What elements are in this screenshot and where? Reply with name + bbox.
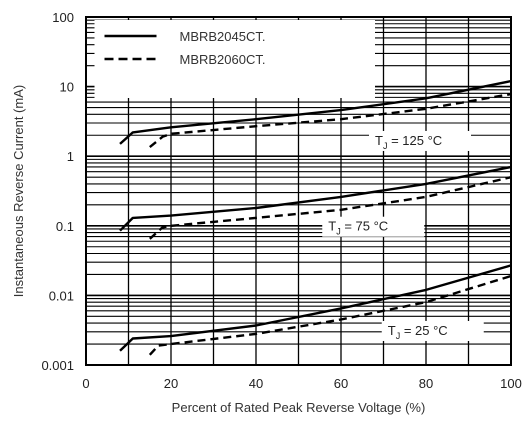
y-tick-label: 0.1 <box>56 219 74 234</box>
series-line-solid <box>119 165 512 232</box>
x-tick-label: 40 <box>249 376 263 391</box>
series-lines <box>119 79 512 356</box>
x-axis-title: Percent of Rated Peak Reverse Voltage (%… <box>172 400 426 415</box>
y-tick-label: 0.01 <box>49 288 74 303</box>
temperature-label-bg <box>381 320 484 341</box>
series-line-solid <box>119 79 512 145</box>
temperature-label: TJ = 125 °C <box>375 133 442 151</box>
legend-label: MBRB2045CT. <box>180 29 266 44</box>
series-line-solid <box>119 264 512 352</box>
y-axis-title: Instantaneous Reverse Current (mA) <box>11 85 26 297</box>
plot-frame <box>85 16 512 366</box>
temperature-label: TJ = 75 °C <box>328 219 388 237</box>
legend: MBRB2045CT. MBRB2060CT. <box>94 20 375 98</box>
temperature-label-bg <box>322 216 425 237</box>
x-tick-label: 80 <box>419 376 433 391</box>
x-tick-label: 0 <box>82 376 89 391</box>
x-tick-label: 20 <box>164 376 178 391</box>
legend-label: MBRB2060CT. <box>180 52 266 67</box>
y-tick-label: 0.001 <box>41 358 74 373</box>
y-tick-label: 100 <box>52 10 74 25</box>
y-tick-label: 10 <box>60 80 74 95</box>
temperature-labels: TJ = 125 °C TJ = 75 °C TJ = 25 °C <box>322 130 484 341</box>
series-line-dashed <box>148 176 512 240</box>
temperature-label: TJ = 25 °C <box>388 323 448 341</box>
temperature-label-bg <box>369 130 471 151</box>
tick-labels: 0 20 40 60 80 100 0.001 0.01 0.1 1 10 100 <box>41 10 521 391</box>
series-line-dashed <box>148 274 512 356</box>
y-tick-label: 1 <box>67 149 74 164</box>
x-tick-label: 100 <box>500 376 522 391</box>
x-tick-label: 60 <box>334 376 348 391</box>
series-line-dashed <box>149 92 512 149</box>
